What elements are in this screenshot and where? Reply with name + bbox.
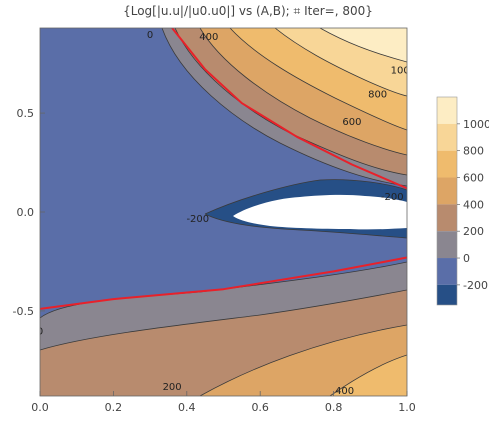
contour-label: 1000 bbox=[391, 66, 416, 77]
zero-curves bbox=[40, 28, 407, 310]
region-level-1000-upper bbox=[320, 28, 407, 62]
region-level-600-lower bbox=[330, 355, 407, 396]
colorbar-label: 1000 bbox=[463, 118, 489, 131]
colorbar-label: -200 bbox=[463, 279, 488, 292]
x-tick-label: 0.8 bbox=[325, 401, 343, 414]
contour-label: 200 bbox=[163, 382, 182, 393]
y-tick-label: -0.5 bbox=[13, 305, 34, 318]
x-tick-label: 0.6 bbox=[251, 401, 269, 414]
y-axis: 0.5 0.0 -0.5 bbox=[13, 107, 45, 318]
contour-regions: 0 400 1000 800 600 -200 -200 0 200 400 bbox=[37, 28, 416, 397]
colorbar-band bbox=[437, 150, 457, 178]
contour-line-400 bbox=[199, 28, 407, 156]
contour-label: 0 bbox=[147, 30, 153, 41]
contour-label: 600 bbox=[342, 117, 361, 128]
x-tick-label: 0.0 bbox=[31, 401, 49, 414]
x-tick-label: 0.2 bbox=[105, 401, 123, 414]
contour-label: -200 bbox=[381, 192, 404, 203]
zero-curve bbox=[40, 256, 407, 310]
colorbar-label: 200 bbox=[463, 225, 484, 238]
contour-line-600-lower bbox=[329, 354, 407, 396]
x-tick-label: 1.0 bbox=[398, 401, 416, 414]
contour-lines bbox=[40, 28, 407, 396]
colorbar-label: 0 bbox=[463, 252, 470, 265]
contour-line-1000 bbox=[319, 28, 407, 63]
y-tick-label: 0.0 bbox=[17, 206, 35, 219]
x-tick-label: 0.4 bbox=[178, 401, 196, 414]
colorbar-band bbox=[437, 97, 457, 124]
contour-line-minus200-top bbox=[204, 179, 407, 215]
colorbar-band bbox=[437, 258, 457, 285]
region-unconverged-white bbox=[233, 194, 407, 230]
contour-label: 800 bbox=[368, 89, 387, 100]
colorbar-frame bbox=[436, 96, 458, 306]
contour-line-0 bbox=[161, 28, 407, 187]
colorbar-label: 400 bbox=[463, 198, 484, 211]
contour-line-minus200-bottom bbox=[204, 213, 407, 239]
contour-line-600 bbox=[229, 28, 407, 131]
contour-line-400-lower bbox=[199, 324, 407, 396]
contour-labels: 0 400 1000 800 600 -200 -200 0 200 400 bbox=[37, 30, 416, 397]
colorbar-band bbox=[437, 177, 457, 205]
contour-line-200-lower bbox=[40, 289, 407, 351]
colorbar-band bbox=[437, 231, 457, 259]
colorbar-band bbox=[437, 204, 457, 232]
x-axis: 0.0 0.2 0.4 0.6 0.8 1.0 bbox=[31, 391, 416, 414]
colorbar-band bbox=[437, 284, 457, 305]
chart-title: {Log[|u.u|/|u0.u0|] vs (A,B); ⌗ Iter=, 8… bbox=[123, 4, 373, 18]
zero-curve bbox=[171, 28, 407, 190]
colorbar: 1000 800 600 400 200 0 -200 bbox=[436, 96, 489, 306]
colorbar-label: 800 bbox=[463, 145, 484, 158]
colorbar-label: 600 bbox=[463, 172, 484, 185]
y-tick-label: 0.5 bbox=[17, 107, 35, 120]
region-level-400-lower bbox=[200, 325, 407, 396]
contour-label: 0 bbox=[37, 327, 43, 338]
colorbar-band bbox=[437, 123, 457, 151]
contour-label: -200 bbox=[186, 214, 209, 225]
contour-label: 400 bbox=[199, 32, 218, 43]
contour-line-800 bbox=[274, 28, 407, 97]
contour-label: 400 bbox=[335, 386, 354, 397]
